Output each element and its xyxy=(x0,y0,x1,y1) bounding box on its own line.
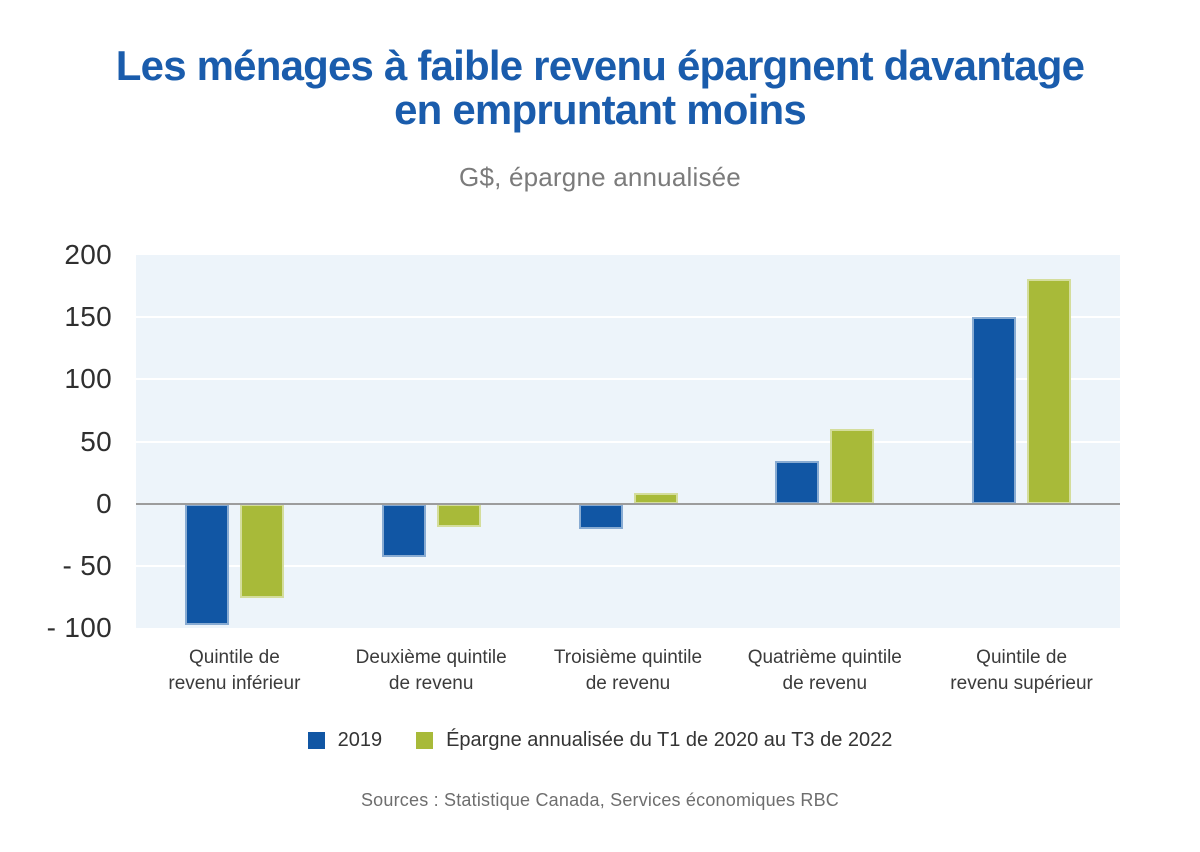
chart-title: Les ménages à faible revenu épargnent da… xyxy=(0,44,1200,131)
legend: 2019 Épargne annualisée du T1 de 2020 au … xyxy=(0,729,1200,752)
y-axis-tick-0: 0 xyxy=(96,487,112,519)
x-axis-label-quintile-4: Quatrième quintile de revenu xyxy=(747,647,902,695)
bar-epargne-quintile-3 xyxy=(633,492,678,504)
chart-subtitle: G$, épargne annualisée xyxy=(459,162,741,192)
y-axis-tick--100: - 100 xyxy=(46,612,112,643)
chart-title-line2: en empruntant moins xyxy=(394,85,807,133)
x-axis-label-quintile-2: Deuxième quintile de revenu xyxy=(355,647,507,695)
y-axis-tick-200: 200 xyxy=(64,239,112,270)
y-axis-tick-150: 150 xyxy=(64,301,112,333)
legend-item-2019: 2019 xyxy=(307,729,383,752)
legend-label-epargne: Épargne annualisée du T1 de 2020 au T3 d… xyxy=(446,729,893,751)
chart-title-line1: Les ménages à faible revenu épargnent da… xyxy=(115,42,1085,89)
bar-2019-quintile-3 xyxy=(578,503,623,529)
bar-epargne-quintile-2 xyxy=(436,503,481,528)
legend-label-2019: 2019 xyxy=(337,729,383,751)
x-axis-label-quintile-1: Quintile de revenu inférieur xyxy=(168,647,301,695)
legend-swatch-icon-epargne xyxy=(416,732,434,749)
gridline--50 xyxy=(136,564,1120,567)
bar-epargne-quintile-5 xyxy=(1027,278,1072,504)
bar-2019-quintile-2 xyxy=(381,503,426,558)
x-axis-zero-line xyxy=(136,502,1120,505)
legend-item-epargne: Épargne annualisée du T1 de 2020 au T3 d… xyxy=(416,729,892,752)
bar-2019-quintile-4 xyxy=(775,461,820,504)
y-axis-tick--50: - 50 xyxy=(62,549,112,581)
y-axis-tick-100: 100 xyxy=(64,363,112,395)
gridline-150 xyxy=(136,316,1120,319)
gridline-50 xyxy=(136,440,1120,443)
x-axis-label-quintile-3: Troisième quintile de revenu xyxy=(553,647,703,695)
source-note: Sources : Statistique Canada, Services é… xyxy=(360,790,840,810)
x-axis-label-quintile-5: Quintile de revenu supérieur xyxy=(950,647,1093,695)
bar-2019-quintile-5 xyxy=(972,317,1017,504)
bar-epargne-quintile-4 xyxy=(830,429,875,504)
bar-2019-quintile-1 xyxy=(184,503,229,626)
legend-swatch-icon-2019 xyxy=(307,732,325,749)
y-axis-tick-50: 50 xyxy=(80,425,112,457)
gridline-100 xyxy=(136,378,1120,381)
bar-epargne-quintile-1 xyxy=(239,503,284,599)
